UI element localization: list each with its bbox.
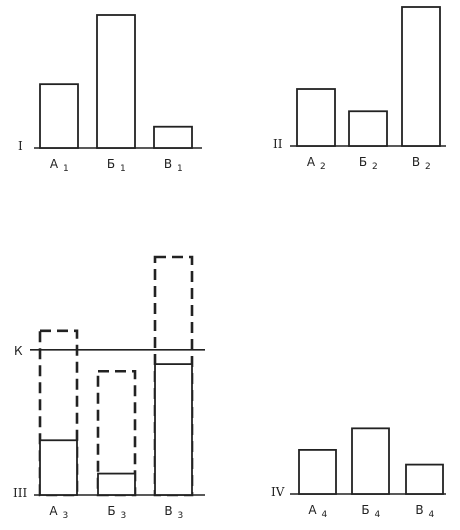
bar-label: Б <box>361 503 369 517</box>
bar <box>39 439 78 496</box>
bar-label: А <box>49 504 58 518</box>
bar-letter: В <box>412 155 420 169</box>
bar-label: Б <box>107 157 115 171</box>
panel-roman-label: IV <box>271 485 285 499</box>
bar-label: В <box>164 504 172 518</box>
bar-label: А <box>308 503 317 517</box>
bar <box>97 472 136 496</box>
bar <box>351 427 390 495</box>
bar-letter: В <box>164 157 172 171</box>
threshold-label: К <box>14 344 23 358</box>
bar-subscript: 1 <box>63 164 69 174</box>
bar <box>296 88 336 147</box>
bar-label: В <box>415 503 423 517</box>
bar-subscript: 1 <box>120 164 126 174</box>
bar-label: В <box>164 157 172 171</box>
bar-letter: В <box>415 503 423 517</box>
bar-letter: Б <box>107 157 115 171</box>
bar-subscript: 2 <box>425 162 431 172</box>
panel-roman-label: II <box>273 137 283 151</box>
bar <box>298 448 337 495</box>
potential-bar <box>38 329 79 497</box>
bar-subscript: 3 <box>178 511 184 521</box>
bar-letter: Б <box>107 504 115 518</box>
bar <box>39 83 79 149</box>
bar <box>405 463 444 495</box>
bar-label: А <box>50 157 59 171</box>
bar-letter: Б <box>361 503 369 517</box>
bar-letter: А <box>49 504 58 518</box>
panel-roman-label: I <box>18 139 23 153</box>
bar <box>154 363 193 496</box>
bar-label: А <box>307 155 316 169</box>
bar <box>401 6 441 147</box>
bar-subscript: 2 <box>320 162 326 172</box>
bar-letter: А <box>308 503 317 517</box>
bar-subscript: 4 <box>375 510 381 520</box>
bar-letter: А <box>307 155 316 169</box>
bar-subscript: 2 <box>372 162 378 172</box>
bar-subscript: 1 <box>177 164 183 174</box>
bar-letter: В <box>164 504 172 518</box>
bar-label: Б <box>107 504 115 518</box>
bar-subscript: 3 <box>63 511 69 521</box>
panel-i: IА 1 Б 1 В 1 <box>18 14 202 174</box>
bar <box>348 110 388 147</box>
bar <box>96 14 136 149</box>
panel-iv: IVА 4 Б 4 В 4 <box>271 427 446 520</box>
bar-label: Б <box>359 155 367 169</box>
panel-ii: IIА 2 Б 2 В 2 <box>273 6 446 172</box>
bar <box>153 125 193 149</box>
bar-subscript: 4 <box>322 510 328 520</box>
bar-subscript: 3 <box>121 511 127 521</box>
panel-roman-label: III <box>13 486 27 500</box>
bar-subscript: 4 <box>429 510 435 520</box>
bar-letter: Б <box>359 155 367 169</box>
bar-letter: А <box>50 157 59 171</box>
bar-label: В <box>412 155 420 169</box>
